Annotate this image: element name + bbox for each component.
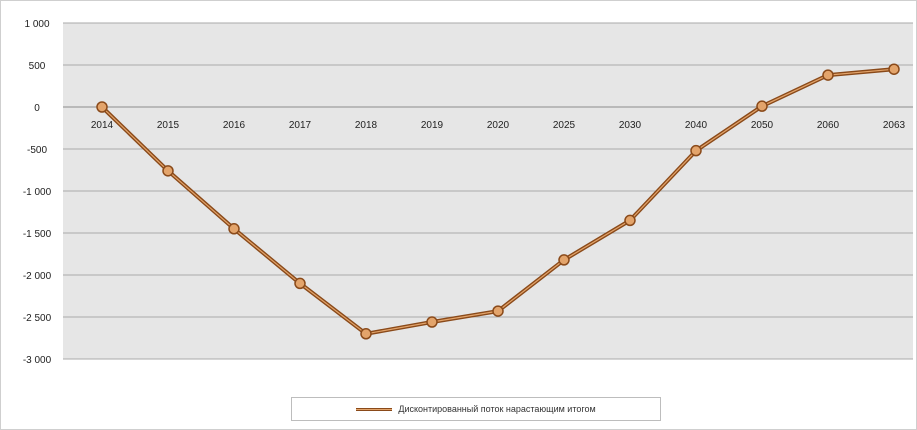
x-tick-label: 2019 [421, 120, 444, 131]
x-tick-label: 2030 [619, 120, 642, 131]
data-point [228, 223, 240, 235]
legend-label: Дисконтированный поток нарастающим итого… [398, 404, 596, 414]
data-point [822, 69, 834, 81]
data-point [360, 328, 372, 340]
data-point [426, 316, 438, 328]
y-axis-ticks: 1 000 500 0 -500 -1 000 -1 500 -2 000 -2 500 -3 … [23, 19, 52, 366]
legend: Дисконтированный поток нарастающим итого… [291, 397, 661, 421]
y-tick-label: 1 000 [24, 19, 49, 30]
data-point [294, 277, 306, 290]
y-tick-label: -1 500 [23, 229, 52, 240]
y-tick-label: -1 000 [23, 187, 52, 198]
x-tick-label: 2014 [91, 120, 114, 131]
y-tick-label: -2 500 [23, 313, 52, 324]
x-tick-label: 2018 [355, 120, 378, 131]
y-tick-label: 500 [29, 61, 46, 72]
x-tick-label: 2020 [487, 120, 510, 131]
data-point [492, 305, 504, 317]
data-point [756, 100, 768, 112]
x-tick-label: 2060 [817, 120, 840, 131]
series-points [96, 63, 900, 340]
x-tick-label: 2017 [289, 120, 312, 131]
x-tick-label: 2063 [883, 120, 906, 131]
legend-swatch [356, 407, 393, 411]
grid-lines [63, 22, 913, 360]
x-tick-label: 2015 [157, 120, 180, 131]
x-axis-ticks: 2014 2015 2016 2017 2018 2019 2020 2025 2030 2040… [91, 120, 906, 131]
data-point [558, 254, 570, 266]
x-tick-label: 2025 [553, 120, 576, 131]
x-tick-label: 2050 [751, 120, 774, 131]
x-tick-label: 2040 [685, 120, 708, 131]
data-point [624, 214, 636, 227]
x-tick-label: 2016 [223, 120, 246, 131]
y-tick-label: -2 000 [23, 271, 52, 282]
y-tick-label: 0 [34, 103, 40, 114]
data-point [162, 165, 174, 177]
y-tick-label: -3 000 [23, 355, 52, 366]
data-point [888, 63, 900, 75]
data-point [96, 101, 108, 113]
y-tick-label: -500 [27, 145, 47, 156]
data-point [690, 144, 702, 157]
